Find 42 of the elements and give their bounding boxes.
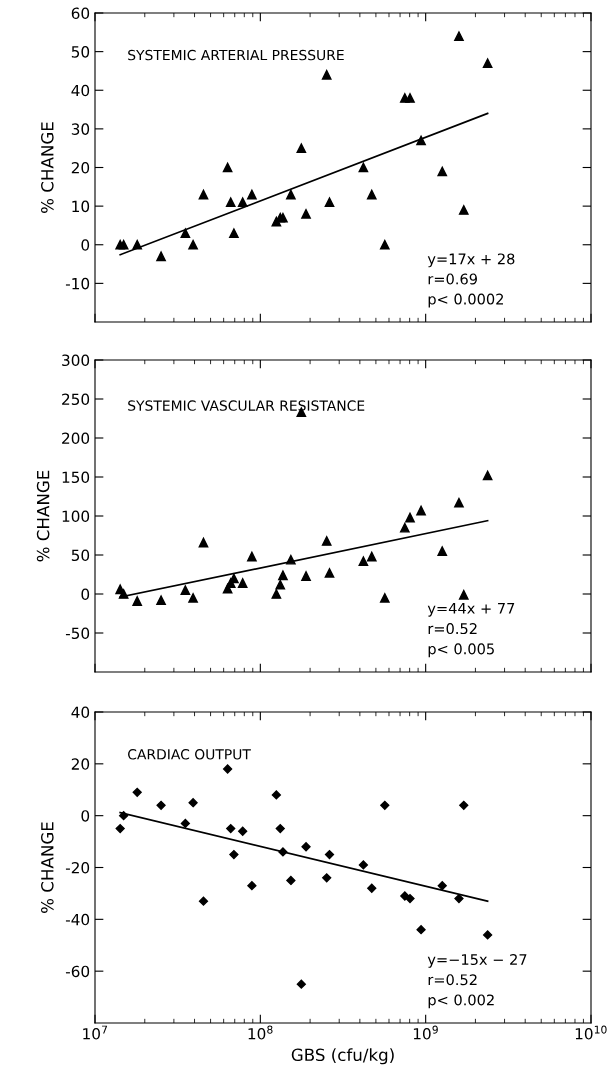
y-tick-label: -60: [65, 965, 90, 978]
text: CARDIAC OUTPUT: [128, 749, 251, 760]
y-tick-label: 20: [71, 758, 90, 770]
annotation: p< 0.002: [428, 994, 494, 1009]
annotation: p< 0.0002: [428, 293, 503, 308]
y-axis-title: % CHANGE: [41, 822, 54, 913]
y-tick-label: 200: [62, 432, 90, 445]
annotation: r=0.69: [428, 273, 477, 285]
y-tick-label: -40: [65, 913, 90, 926]
y-tick-label: 300: [62, 354, 90, 367]
annotation: p< 0.005: [428, 643, 494, 658]
y-tick-label: -50: [65, 627, 90, 640]
text: SYSTEMIC ARTERIAL PRESSURE: [128, 49, 344, 61]
y-tick-label: 250: [62, 393, 90, 406]
annotation: y=44x + 77: [427, 602, 515, 617]
y-axis-title: % CHANGE: [41, 122, 54, 213]
y-tick-label: 150: [62, 471, 90, 484]
y-tick-label: 20: [71, 161, 90, 174]
y-tick-label: 0: [81, 588, 90, 601]
y-tick-label: 40: [71, 706, 90, 719]
x-axis-title: GBS (cfu/kg): [291, 1048, 394, 1065]
y-tick-label: 50: [71, 46, 90, 58]
text: SYSTEMIC VASCULAR RESISTANCE: [128, 400, 365, 411]
y-tick-label: 60: [71, 7, 90, 20]
y-tick-label: 40: [71, 84, 90, 97]
y-tick-label: 0: [81, 810, 90, 822]
y-tick-label: 50: [71, 549, 90, 562]
x-tick-label: 10$^{8}$: [248, 1025, 273, 1040]
x-tick-label: 10$^{10}$: [575, 1025, 607, 1040]
x-tick-label: 10$^{9}$: [413, 1025, 438, 1040]
y-tick-label: 0: [81, 239, 90, 251]
y-tick-label: -20: [65, 861, 90, 874]
annotation: y=17x + 28: [427, 253, 515, 268]
annotation: y=−15x − 27: [427, 954, 527, 968]
annotation: r=0.52: [428, 623, 477, 635]
x-tick-label: 10$^{7}$: [83, 1025, 108, 1040]
y-tick-label: 30: [71, 123, 90, 135]
y-tick-label: -10: [65, 277, 90, 290]
annotation: r=0.52: [428, 974, 477, 986]
y-tick-label: 10: [72, 200, 90, 213]
y-tick-label: 100: [62, 510, 90, 523]
y-axis-title: % CHANGE: [36, 470, 50, 562]
